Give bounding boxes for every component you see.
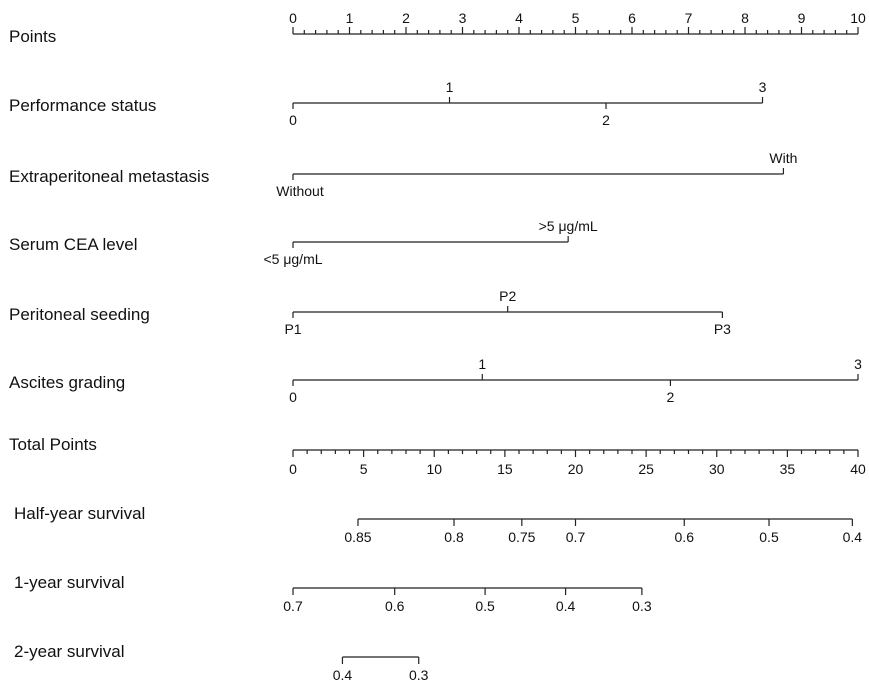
survival-tick-label: 0.4 bbox=[333, 667, 353, 683]
survival-tick-label: 0.5 bbox=[475, 598, 495, 614]
survival-row: Half-year survival 0.85 0.8 0.75 0.7 0.6 0.5 0.… bbox=[14, 504, 862, 545]
predictor-label: Peritoneal seeding bbox=[9, 305, 150, 324]
predictor-value-label: 1 bbox=[478, 356, 486, 372]
predictor-row: Serum CEA level <5 μg/mL >5 μg/mL bbox=[9, 218, 598, 267]
points-row: Points 0 1 2 3 4 5 6 7 8 9 10 bbox=[9, 10, 866, 46]
total-points-tick-label: 15 bbox=[497, 461, 513, 477]
predictor-value-label: 3 bbox=[854, 356, 862, 372]
total-points-tick-label: 10 bbox=[426, 461, 442, 477]
points-tick-label: 10 bbox=[850, 10, 866, 26]
predictor-row: Performance status 0 1 2 3 bbox=[9, 79, 767, 128]
survival-row: 1-year survival 0.7 0.6 0.5 0.4 0.3 bbox=[14, 573, 652, 614]
predictor-label: Performance status bbox=[9, 96, 156, 115]
points-tick-label: 4 bbox=[515, 10, 523, 26]
predictor-value-label: <5 μg/mL bbox=[263, 251, 322, 267]
total-points-tick-label: 5 bbox=[360, 461, 368, 477]
total-points-tick-label: 25 bbox=[638, 461, 654, 477]
survival-tick-label: 0.7 bbox=[566, 529, 586, 545]
points-label: Points bbox=[9, 27, 56, 46]
points-tick-label: 5 bbox=[572, 10, 580, 26]
survival-tick-label: 0.3 bbox=[632, 598, 652, 614]
points-tick-label: 2 bbox=[402, 10, 410, 26]
predictor-value-label: 0 bbox=[289, 389, 297, 405]
predictor-label: Serum CEA level bbox=[9, 235, 138, 254]
total-points-tick-label: 0 bbox=[289, 461, 297, 477]
total-points-label: Total Points bbox=[9, 435, 97, 454]
survival-tick-label: 0.3 bbox=[409, 667, 429, 683]
points-tick-label: 1 bbox=[346, 10, 354, 26]
points-tick-label: 6 bbox=[628, 10, 636, 26]
predictor-value-label: 2 bbox=[602, 112, 610, 128]
survival-tick-label: 0.5 bbox=[759, 529, 779, 545]
predictor-value-label: P3 bbox=[714, 321, 731, 337]
survival-tick-label: 0.8 bbox=[444, 529, 464, 545]
total-points-tick-label: 35 bbox=[780, 461, 796, 477]
predictor-value-label: 1 bbox=[446, 79, 454, 95]
predictor-value-label: With bbox=[769, 150, 797, 166]
predictor-value-label: 2 bbox=[667, 389, 675, 405]
total-points-row: Total Points 0 5 10 15 20 25 30 35 40 bbox=[9, 435, 866, 477]
total-points-tick-label: 20 bbox=[568, 461, 584, 477]
predictor-value-label: Without bbox=[276, 183, 324, 199]
predictor-value-label: P2 bbox=[499, 288, 516, 304]
predictor-label: Ascites grading bbox=[9, 373, 125, 392]
survival-tick-label: 0.4 bbox=[843, 529, 863, 545]
predictor-value-label: 0 bbox=[289, 112, 297, 128]
predictor-value-label: >5 μg/mL bbox=[539, 218, 598, 234]
total-points-tick-label: 40 bbox=[850, 461, 866, 477]
points-tick-label: 3 bbox=[459, 10, 467, 26]
survival-label: Half-year survival bbox=[14, 504, 145, 523]
predictor-row: Peritoneal seeding P1 P2 P3 bbox=[9, 288, 731, 337]
predictor-row: Extraperitoneal metastasis Without With bbox=[9, 150, 797, 199]
survival-tick-label: 0.6 bbox=[385, 598, 405, 614]
total-points-tick-label: 30 bbox=[709, 461, 725, 477]
survival-tick-label: 0.85 bbox=[344, 529, 371, 545]
survival-tick-label: 0.75 bbox=[508, 529, 535, 545]
survival-label: 2-year survival bbox=[14, 642, 125, 661]
points-tick-label: 7 bbox=[685, 10, 693, 26]
survival-tick-label: 0.6 bbox=[675, 529, 695, 545]
survival-row: 2-year survival 0.4 0.3 bbox=[14, 642, 429, 683]
points-tick-label: 8 bbox=[741, 10, 749, 26]
points-tick-label: 0 bbox=[289, 10, 297, 26]
survival-label: 1-year survival bbox=[14, 573, 125, 592]
predictor-value-label: P1 bbox=[284, 321, 301, 337]
survival-tick-label: 0.4 bbox=[556, 598, 576, 614]
predictor-row: Ascites grading 0 1 2 3 bbox=[9, 356, 862, 405]
points-tick-label: 9 bbox=[798, 10, 806, 26]
survival-tick-label: 0.7 bbox=[283, 598, 303, 614]
predictor-label: Extraperitoneal metastasis bbox=[9, 167, 209, 186]
predictor-value-label: 3 bbox=[759, 79, 767, 95]
